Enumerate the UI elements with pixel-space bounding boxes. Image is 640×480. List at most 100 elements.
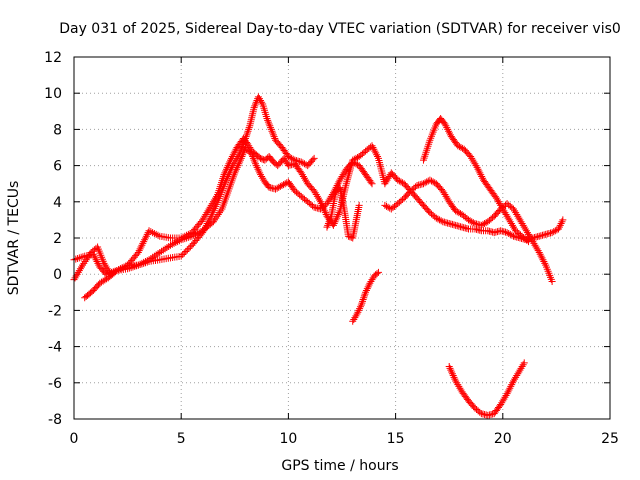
data-point — [250, 156, 258, 164]
data-point — [323, 223, 331, 231]
data-point — [175, 237, 183, 245]
data-point — [355, 201, 363, 209]
data-point — [73, 270, 81, 278]
data-point — [382, 202, 390, 210]
data-point — [141, 236, 149, 244]
data-point — [471, 160, 479, 168]
data-point — [78, 263, 86, 271]
data-point — [204, 207, 212, 215]
data-point — [213, 212, 221, 220]
data-point — [272, 185, 280, 193]
y-tick-label: 0 — [53, 267, 62, 283]
data-point — [539, 256, 547, 264]
data-point — [185, 244, 193, 252]
data-point — [518, 363, 526, 371]
data-point — [211, 216, 219, 224]
data-point — [129, 263, 137, 271]
data-point — [257, 171, 265, 179]
data-point — [334, 180, 342, 188]
data-point — [374, 268, 382, 276]
data-point — [237, 154, 245, 162]
data-point — [321, 209, 329, 217]
data-point — [511, 375, 519, 383]
y-tick-label: 8 — [53, 122, 62, 138]
data-point — [103, 265, 111, 273]
data-point — [556, 221, 564, 229]
data-point — [74, 255, 82, 263]
data-point — [263, 115, 271, 123]
data-point — [77, 253, 85, 261]
data-point — [535, 248, 543, 256]
data-point — [541, 259, 549, 267]
data-point — [419, 180, 427, 188]
x-tick-label: 25 — [601, 431, 619, 447]
data-point — [514, 212, 522, 220]
data-point — [522, 227, 530, 235]
data-point — [525, 238, 533, 246]
data-point — [506, 384, 514, 392]
data-point — [436, 216, 444, 224]
data-point — [244, 127, 252, 135]
data-point — [134, 248, 142, 256]
data-point — [205, 205, 213, 213]
data-point — [334, 210, 342, 218]
data-point — [513, 210, 521, 218]
data-point — [143, 257, 151, 265]
data-point — [367, 178, 375, 186]
data-point — [534, 247, 542, 255]
data-point — [242, 134, 250, 142]
data-point — [238, 153, 246, 161]
data-point — [503, 212, 511, 220]
data-point — [325, 196, 333, 204]
data-point — [267, 125, 275, 133]
data-point — [120, 263, 128, 271]
data-point — [250, 104, 258, 112]
data-point — [191, 230, 199, 238]
data-point — [166, 241, 174, 249]
data-point — [555, 225, 563, 233]
data-point — [361, 290, 369, 298]
data-point — [297, 158, 305, 166]
data-point — [505, 229, 513, 237]
data-point — [426, 176, 434, 184]
data-point — [136, 245, 144, 253]
data-point — [452, 377, 460, 385]
data-point — [253, 163, 261, 171]
data-point — [432, 214, 440, 222]
data-point — [75, 267, 83, 275]
data-point — [273, 184, 281, 192]
data-point — [75, 254, 83, 262]
data-point — [411, 183, 419, 191]
data-point — [284, 153, 292, 161]
data-point — [142, 232, 150, 240]
data-point — [359, 296, 367, 304]
data-point — [355, 306, 363, 314]
data-point — [395, 177, 403, 185]
data-point — [79, 261, 87, 269]
y-tick-label: 2 — [53, 231, 62, 247]
data-point — [286, 153, 294, 161]
data-point — [200, 214, 208, 222]
data-point — [520, 359, 528, 367]
data-point — [499, 397, 507, 405]
data-point — [312, 191, 320, 199]
data-point — [339, 171, 347, 179]
data-point — [149, 229, 157, 237]
data-point — [116, 265, 124, 273]
data-point — [551, 227, 559, 235]
data-point — [441, 120, 449, 128]
data-point — [441, 191, 449, 199]
data-point — [537, 252, 545, 260]
data-point — [255, 95, 263, 103]
x-tick-label: 0 — [70, 431, 79, 447]
data-point — [324, 220, 332, 228]
data-point — [172, 239, 180, 247]
data-point — [525, 230, 533, 238]
data-point — [336, 176, 344, 184]
data-point — [300, 174, 308, 182]
data-point — [267, 124, 275, 132]
data-point — [531, 241, 539, 249]
data-point — [510, 205, 518, 213]
data-point — [161, 245, 169, 253]
data-point — [257, 96, 265, 104]
